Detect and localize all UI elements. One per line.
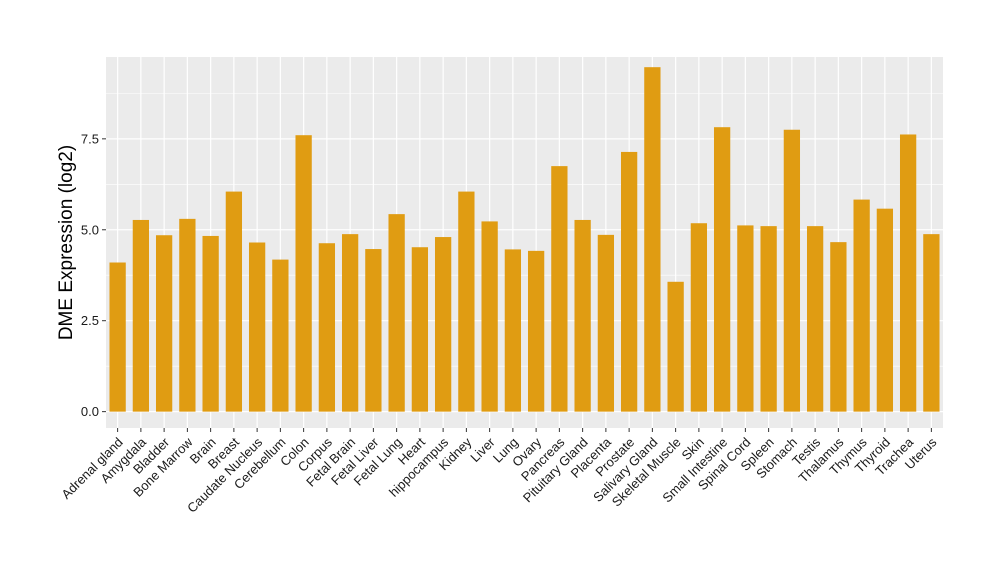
bar-liver bbox=[481, 221, 498, 412]
bar-fetal-lung bbox=[388, 214, 405, 412]
bar-skeletal-muscle bbox=[667, 281, 684, 412]
bar-hippocampus bbox=[434, 237, 452, 412]
bar-thyroid bbox=[876, 208, 894, 412]
bar-adrenal-gland bbox=[109, 262, 126, 412]
bar-stomach bbox=[783, 129, 801, 412]
y-axis: 0.0 2.5 5.0 7.5 bbox=[81, 131, 106, 419]
bar-cerebellum bbox=[272, 259, 289, 412]
bar-brain bbox=[202, 235, 219, 412]
bar-bone-marrow bbox=[179, 218, 196, 412]
bar-lung bbox=[504, 249, 522, 412]
minor-gridlines bbox=[106, 93, 943, 367]
bar-fetal-liver bbox=[365, 249, 382, 412]
bar-corpus bbox=[318, 243, 336, 412]
bar-ovary bbox=[527, 250, 545, 412]
bar-caudate-nucleus bbox=[248, 242, 266, 412]
bar-bladder bbox=[155, 235, 173, 412]
bar-prostate bbox=[620, 151, 638, 412]
bar-colon bbox=[295, 135, 312, 412]
bar-amygdala bbox=[132, 219, 150, 412]
bar-small-intestine bbox=[713, 127, 731, 412]
bars bbox=[109, 67, 940, 412]
y-tick-label: 5.0 bbox=[81, 222, 99, 237]
y-tick-label: 7.5 bbox=[81, 131, 99, 146]
bar-salivary-gland bbox=[644, 67, 661, 412]
bar-spleen bbox=[760, 226, 777, 412]
bar-breast bbox=[225, 191, 243, 412]
bar-pancreas bbox=[551, 166, 568, 412]
bar-uterus bbox=[923, 234, 940, 412]
bar-kidney bbox=[458, 191, 475, 412]
bar-fetal-brain bbox=[341, 234, 359, 412]
bar-thalamus bbox=[830, 242, 847, 412]
y-tick-label: 2.5 bbox=[81, 313, 99, 328]
bar-placenta bbox=[597, 234, 615, 412]
bar-testis bbox=[806, 226, 824, 412]
bar-trachea bbox=[899, 134, 917, 412]
bar-heart bbox=[411, 247, 429, 412]
bar-spinal-cord bbox=[737, 225, 754, 412]
bar-pituitary-gland bbox=[574, 219, 591, 412]
bar-thymus bbox=[853, 199, 870, 412]
y-axis-title: DME Expression (log2) bbox=[56, 145, 77, 340]
bar-skin bbox=[690, 223, 708, 412]
y-tick-label: 0.0 bbox=[81, 404, 99, 419]
x-tick-label: Liver bbox=[467, 434, 498, 465]
